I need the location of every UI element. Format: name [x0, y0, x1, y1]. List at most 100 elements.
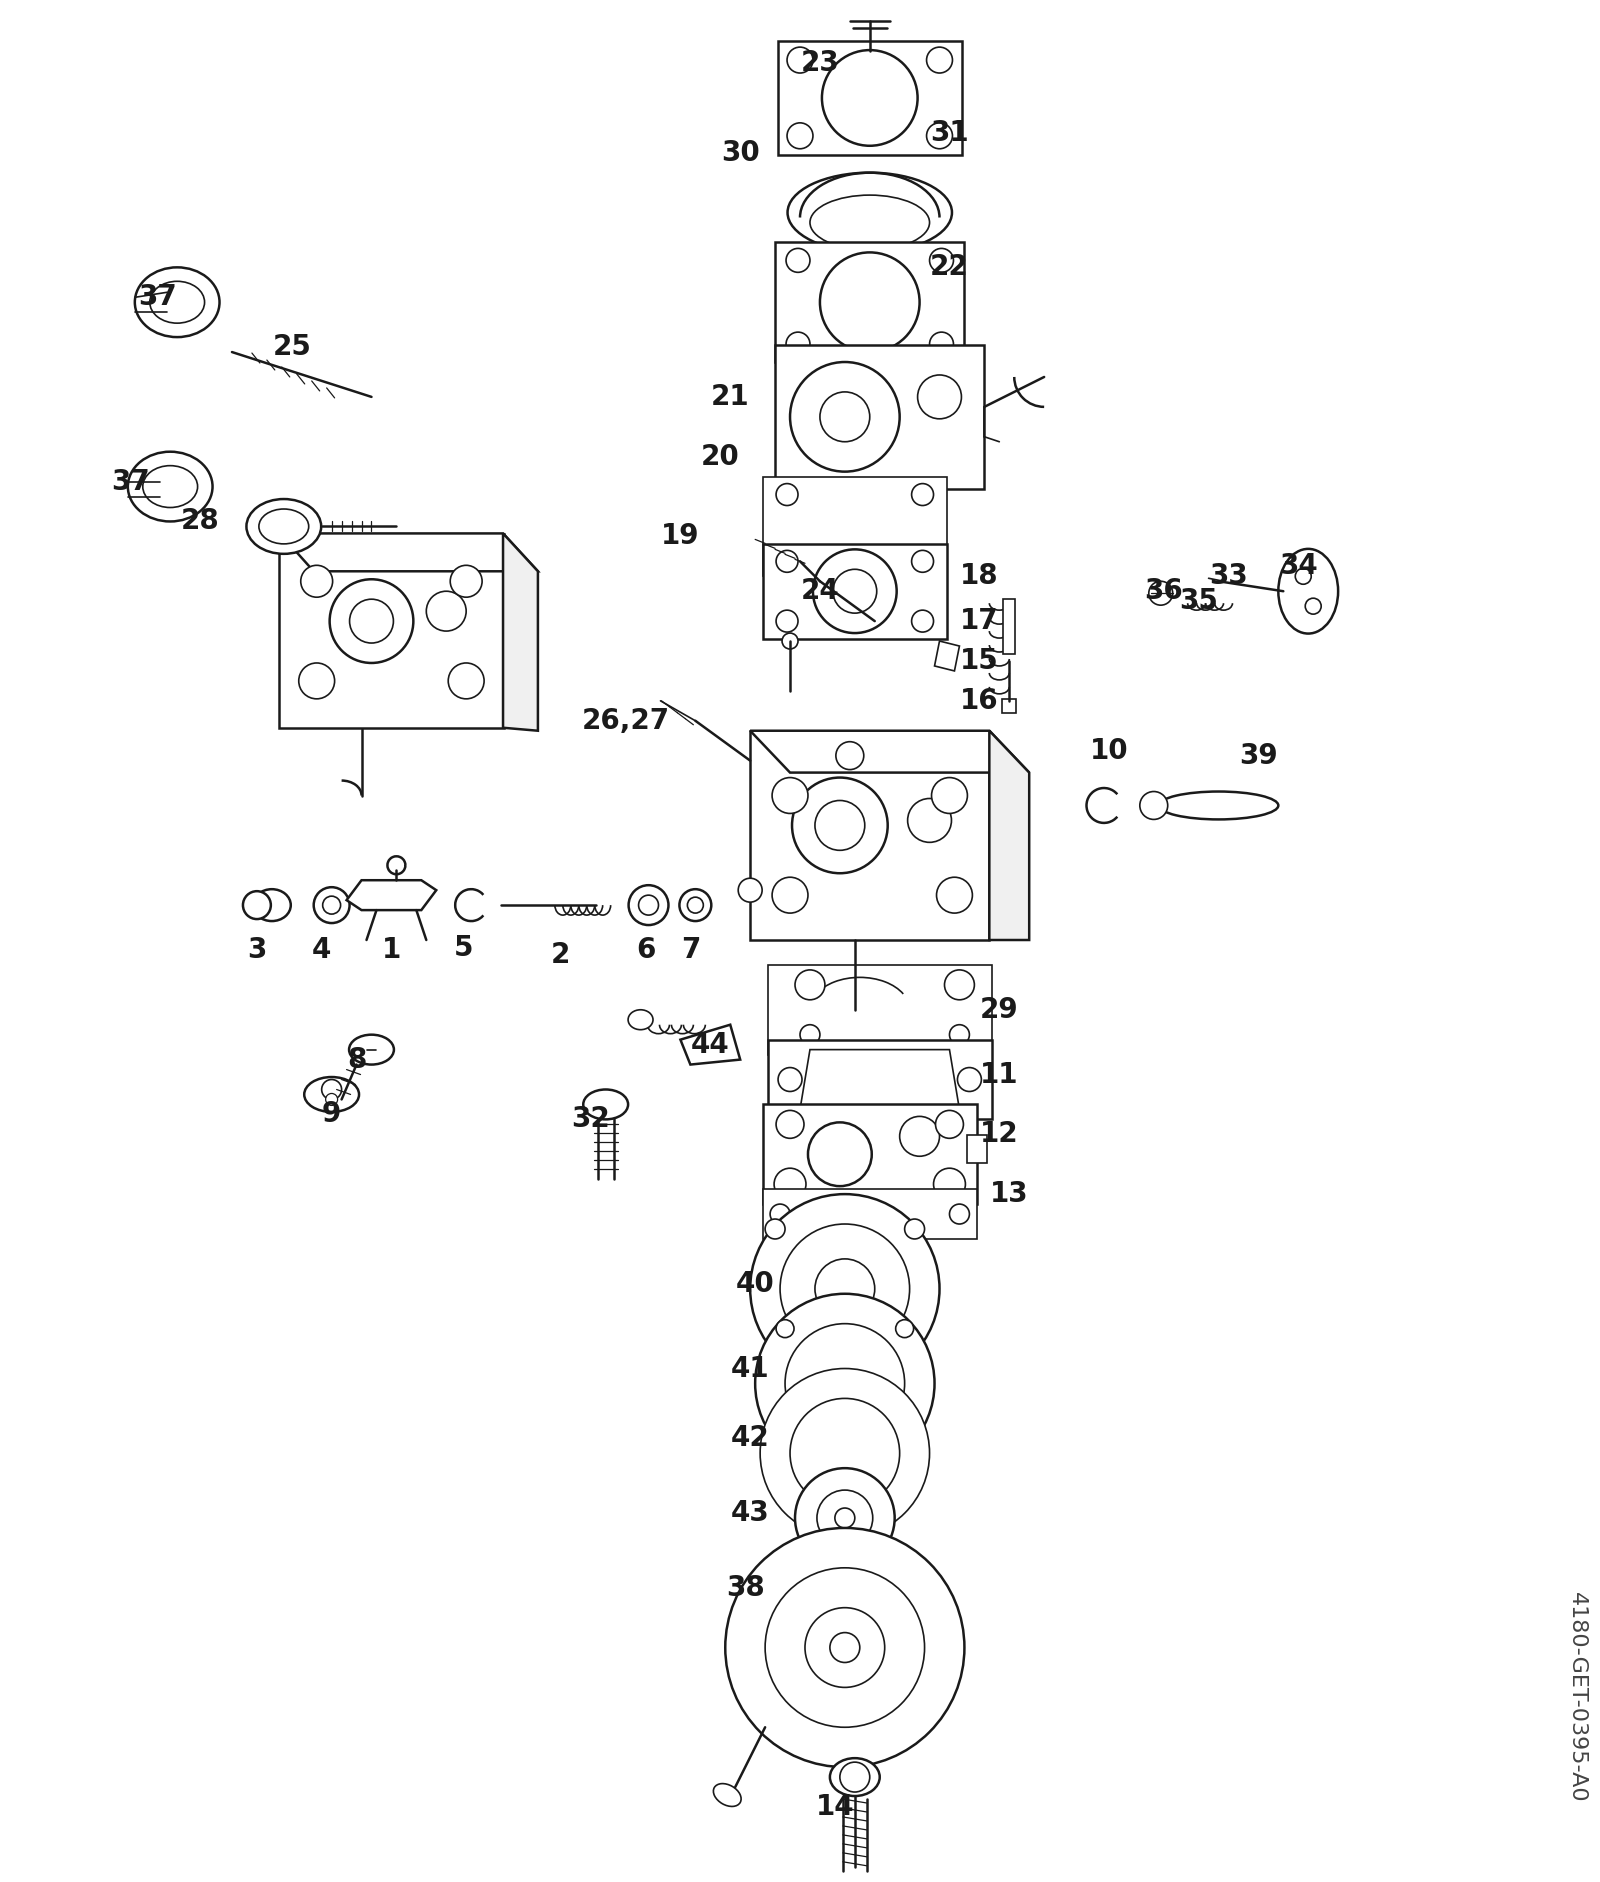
Circle shape	[773, 777, 808, 813]
Text: 16: 16	[960, 687, 998, 715]
Text: 41: 41	[731, 1355, 770, 1383]
Circle shape	[840, 1762, 870, 1792]
Bar	[1003, 598, 1016, 653]
Ellipse shape	[253, 888, 291, 920]
Text: 8: 8	[347, 1046, 366, 1073]
Circle shape	[795, 969, 826, 999]
Circle shape	[448, 662, 485, 698]
Circle shape	[907, 798, 952, 843]
Text: 13: 13	[990, 1180, 1029, 1208]
Ellipse shape	[134, 267, 219, 337]
Circle shape	[787, 47, 813, 73]
Bar	[763, 1189, 978, 1238]
Polygon shape	[750, 730, 1029, 774]
Text: 15: 15	[960, 647, 998, 676]
Text: 18: 18	[960, 563, 998, 591]
Circle shape	[818, 1491, 872, 1545]
Text: 14: 14	[816, 1794, 854, 1822]
Ellipse shape	[1158, 792, 1278, 819]
Circle shape	[426, 591, 466, 630]
Text: 40: 40	[736, 1270, 774, 1299]
Text: 37: 37	[110, 467, 150, 495]
Circle shape	[629, 885, 669, 926]
Circle shape	[1306, 598, 1322, 614]
Text: 6: 6	[635, 935, 656, 964]
Circle shape	[638, 896, 659, 915]
Polygon shape	[934, 642, 960, 672]
Circle shape	[795, 1468, 894, 1568]
Circle shape	[904, 1220, 925, 1238]
Ellipse shape	[304, 1077, 358, 1112]
Ellipse shape	[349, 1035, 394, 1065]
Circle shape	[349, 598, 394, 644]
Circle shape	[765, 1568, 925, 1728]
Ellipse shape	[787, 173, 952, 252]
Ellipse shape	[1278, 550, 1338, 634]
Circle shape	[949, 1024, 970, 1045]
Circle shape	[323, 896, 341, 915]
Bar	[774, 344, 984, 489]
Circle shape	[790, 1398, 899, 1507]
Circle shape	[680, 888, 712, 920]
Text: 20: 20	[701, 442, 739, 470]
Bar	[763, 476, 947, 576]
Circle shape	[917, 375, 962, 420]
Circle shape	[781, 1223, 910, 1353]
Bar	[778, 41, 962, 154]
Bar	[763, 544, 947, 638]
Polygon shape	[989, 730, 1029, 939]
Circle shape	[299, 662, 334, 698]
Circle shape	[933, 1169, 965, 1201]
Text: 37: 37	[138, 284, 176, 311]
Circle shape	[765, 1338, 786, 1359]
Circle shape	[776, 484, 798, 506]
Text: 10: 10	[1090, 736, 1128, 764]
Bar	[763, 1105, 978, 1204]
Ellipse shape	[246, 499, 322, 553]
Circle shape	[773, 877, 808, 913]
Text: 2: 2	[550, 941, 571, 969]
Circle shape	[243, 892, 270, 918]
Text: 33: 33	[1210, 563, 1248, 591]
Text: 23: 23	[800, 49, 840, 77]
Circle shape	[899, 1116, 939, 1156]
Circle shape	[1149, 582, 1173, 606]
Circle shape	[776, 1319, 794, 1338]
Circle shape	[786, 331, 810, 356]
Circle shape	[930, 248, 954, 273]
Polygon shape	[347, 881, 437, 911]
Ellipse shape	[714, 1784, 741, 1807]
Circle shape	[830, 1632, 859, 1662]
Circle shape	[750, 1193, 939, 1383]
Circle shape	[819, 252, 920, 352]
Circle shape	[835, 742, 864, 770]
Circle shape	[814, 800, 864, 851]
Text: 11: 11	[981, 1061, 1019, 1088]
Ellipse shape	[584, 1090, 629, 1120]
Polygon shape	[680, 1024, 741, 1065]
Circle shape	[755, 1293, 934, 1474]
Circle shape	[800, 1024, 819, 1045]
Circle shape	[1296, 568, 1312, 583]
Ellipse shape	[142, 465, 197, 508]
Bar	[750, 730, 989, 939]
Text: 31: 31	[930, 119, 968, 147]
Circle shape	[931, 777, 968, 813]
Circle shape	[944, 969, 974, 999]
Text: 43: 43	[731, 1498, 770, 1526]
Text: 36: 36	[1144, 578, 1182, 606]
Circle shape	[912, 548, 933, 568]
Circle shape	[835, 1507, 854, 1528]
Circle shape	[776, 1428, 794, 1447]
Circle shape	[930, 331, 954, 356]
Ellipse shape	[128, 452, 213, 521]
Circle shape	[904, 1338, 925, 1359]
Text: 28: 28	[181, 508, 219, 536]
Circle shape	[926, 47, 952, 73]
Ellipse shape	[1139, 792, 1168, 819]
Circle shape	[957, 1067, 981, 1092]
Bar	[768, 965, 992, 1054]
Circle shape	[786, 1323, 904, 1443]
Text: 25: 25	[272, 333, 312, 361]
Circle shape	[834, 568, 877, 614]
